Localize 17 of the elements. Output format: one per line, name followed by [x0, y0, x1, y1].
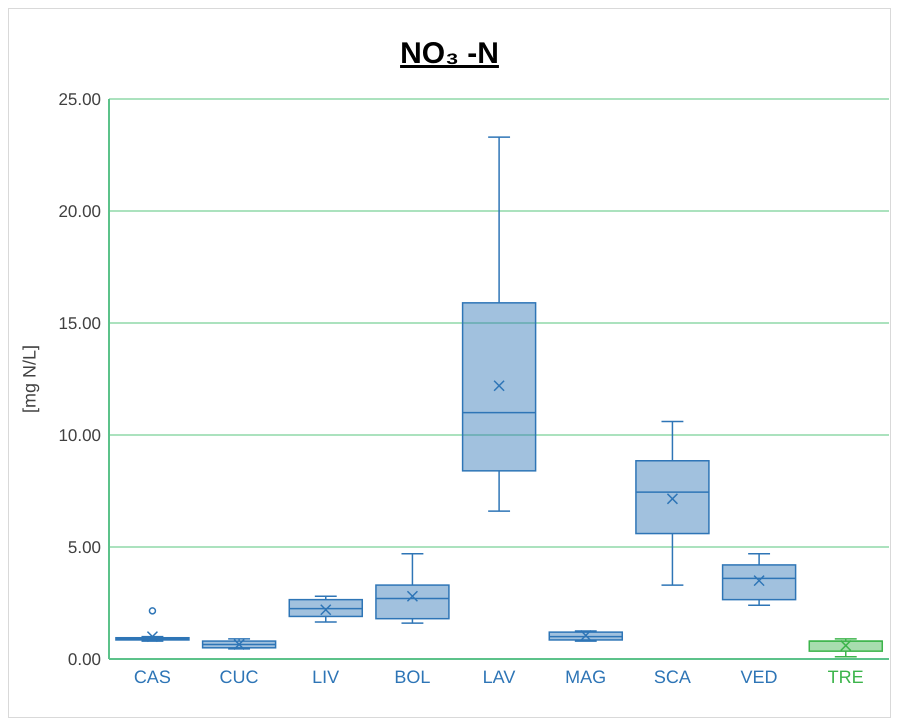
x-tick-label: BOL [394, 667, 430, 687]
y-tick-label: 5.00 [68, 538, 101, 558]
y-tick-label: 0.00 [68, 650, 101, 670]
y-tick-label: 25.00 [58, 90, 101, 110]
x-tick-label: LAV [482, 667, 516, 687]
y-tick-label: 10.00 [58, 426, 101, 446]
y-tick-label: 20.00 [58, 202, 101, 222]
x-tick-label: VED [740, 667, 778, 687]
x-tick-label: CUC [220, 667, 258, 687]
x-tick-label: TRE [828, 667, 864, 687]
chart-title: NO₃ -N [399, 37, 500, 72]
x-tick-label: MAG [565, 667, 606, 687]
y-axis-title: [mg N/L] [19, 344, 40, 414]
x-tick-label: SCA [654, 667, 691, 687]
x-tick-label: CAS [134, 667, 171, 687]
y-tick-label: 15.00 [58, 314, 101, 334]
x-tick-label: LIV [312, 667, 340, 687]
